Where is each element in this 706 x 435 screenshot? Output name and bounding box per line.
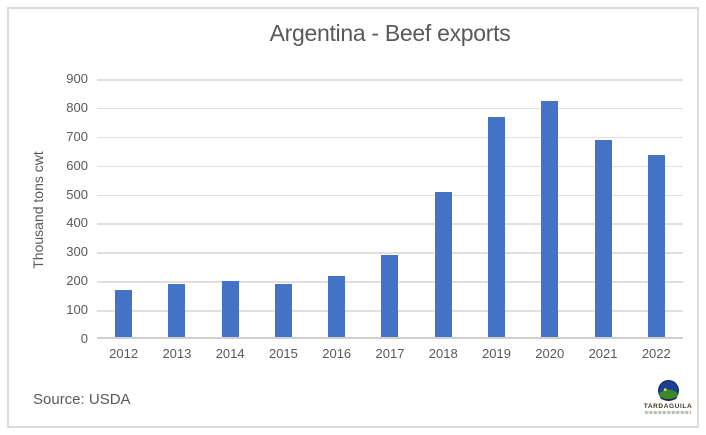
- x-tick-label-2019: 2019: [482, 346, 511, 361]
- y-tick-label: 0: [80, 331, 88, 346]
- bar-column-2016: [310, 79, 363, 337]
- y-tick-label: 100: [66, 302, 88, 318]
- bar-series: [97, 79, 683, 337]
- y-tick-label: 900: [66, 71, 88, 86]
- bar-2013: [168, 284, 186, 337]
- x-tick-label-2016: 2016: [322, 346, 352, 361]
- bar-2014: [221, 281, 239, 337]
- bar-2012: [115, 290, 133, 337]
- bar-2017: [381, 254, 399, 337]
- x-tick-label-2015: 2015: [268, 346, 298, 361]
- bar-column-2015: [257, 79, 310, 337]
- y-tick-label: 600: [66, 157, 88, 173]
- gridline: [97, 107, 683, 110]
- bar-column-2018: [417, 79, 470, 337]
- logo-tagline-illegible: [645, 411, 691, 414]
- bar-column-2022: [630, 79, 683, 337]
- bar-2015: [274, 284, 292, 337]
- bar-column-2017: [363, 79, 416, 337]
- bar-column-2014: [204, 79, 257, 337]
- x-tick-label-2017: 2017: [375, 346, 405, 361]
- bar-column-2021: [576, 79, 629, 337]
- gridline: [97, 194, 683, 197]
- bar-2021: [594, 139, 612, 337]
- bar-column-2019: [470, 79, 523, 337]
- globe-hill-logo-icon: [657, 380, 679, 401]
- x-axis-ticks: 2012 2013 2014 2015 2016 2017 2018 2019 2020 2021…: [97, 346, 683, 361]
- y-tick-label: 700: [66, 128, 88, 144]
- y-tick-label: 400: [66, 215, 88, 231]
- x-tick-label-2013: 2013: [162, 346, 192, 361]
- bar-column-2020: [523, 79, 576, 337]
- bar-2022: [647, 155, 665, 337]
- logo-wordmark: TARDAGUILA: [643, 403, 693, 410]
- gridline: [97, 252, 683, 254]
- y-tick-label: 200: [66, 273, 88, 289]
- source-note: Source: USDA: [33, 391, 131, 408]
- bar-column-2012: [97, 79, 150, 337]
- gridline: [97, 223, 683, 225]
- gridline: [97, 165, 683, 168]
- y-axis-ticks: 0 100 200 300 400 500 600 700 800 900: [40, 72, 88, 346]
- tardaguila-logo: TARDAGUILA: [640, 380, 696, 414]
- gridline: [97, 79, 683, 81]
- bar-2018: [434, 192, 452, 337]
- bar-2019: [487, 117, 505, 337]
- gridline: [97, 136, 683, 139]
- x-tick-label-2014: 2014: [215, 346, 245, 361]
- bar-2020: [541, 101, 559, 337]
- y-tick-label: 800: [66, 99, 88, 115]
- y-tick-label: 500: [66, 186, 88, 202]
- x-tick-label-2022: 2022: [641, 346, 671, 361]
- x-tick-label-2021: 2021: [588, 346, 618, 361]
- bar-2016: [328, 276, 346, 337]
- x-tick-label-2018: 2018: [428, 346, 458, 361]
- x-tick-label-2012: 2012: [109, 346, 139, 361]
- x-tick-label-2020: 2020: [535, 346, 565, 361]
- bar-column-2013: [150, 79, 203, 337]
- y-tick-label: 300: [66, 244, 88, 260]
- chart-title: Argentina - Beef exports: [269, 20, 511, 46]
- plot-area: [97, 79, 683, 339]
